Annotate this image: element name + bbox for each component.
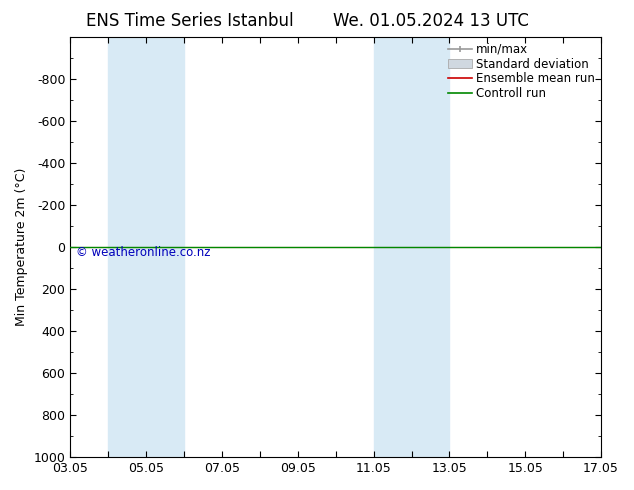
Legend: min/max, Standard deviation, Ensemble mean run, Controll run: min/max, Standard deviation, Ensemble me… (446, 41, 597, 102)
Text: ENS Time Series Istanbul: ENS Time Series Istanbul (86, 12, 294, 30)
Bar (373, 37, 450, 457)
Title: ENS Time Series Istanbul     We. 01.05.2024 13 UTC: ENS Time Series Istanbul We. 01.05.2024 … (0, 489, 1, 490)
Text: We. 01.05.2024 13 UTC: We. 01.05.2024 13 UTC (333, 12, 529, 30)
Text: © weatheronline.co.nz: © weatheronline.co.nz (75, 246, 210, 259)
Bar (108, 37, 184, 457)
Y-axis label: Min Temperature 2m (°C): Min Temperature 2m (°C) (15, 168, 28, 326)
